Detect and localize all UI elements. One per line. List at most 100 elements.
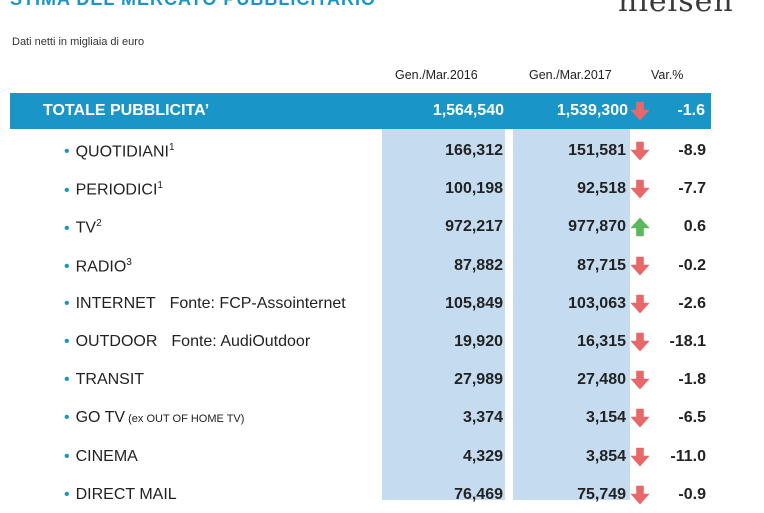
- value-2016: 27,989: [454, 371, 503, 389]
- nielsen-logo: nielsen: [618, 0, 734, 18]
- total-variation: -1.6: [677, 102, 705, 119]
- value-2017: 151,581: [568, 142, 626, 159]
- value-2017: 75,749: [577, 485, 626, 503]
- bullet-icon: •: [64, 257, 70, 275]
- table-row: • INTERNET Fonte: FCP-Assointernet 105,849 1…: [0, 284, 764, 322]
- column-2016-background: [382, 129, 505, 500]
- variation-percent: -18.1: [669, 333, 706, 350]
- total-value-2017: 1,539,300: [556, 102, 628, 119]
- table-row: • TV2 972,217 977,870 0.6: [0, 207, 764, 245]
- media-name: GO TV: [75, 409, 126, 427]
- value-2016: 76,469: [454, 485, 503, 503]
- arrow-down-icon: [630, 141, 650, 166]
- media-label: • TRANSIT: [64, 371, 144, 389]
- top-band: STIMA DEL MERCATO PUBBLICITARIO nielsen: [0, 0, 764, 18]
- report-title: STIMA DEL MERCATO PUBBLICITARIO: [10, 0, 376, 10]
- bullet-icon: •: [64, 447, 70, 465]
- footnote-marker: 1: [168, 142, 175, 153]
- table-row: • PERIODICI1 100,198 92,518 -7.7: [0, 169, 764, 207]
- media-label: • QUOTIDIANI1: [64, 142, 175, 161]
- footnote-marker: 3: [126, 256, 132, 268]
- variation-percent: -1.8: [678, 371, 706, 389]
- media-label: • INTERNET Fonte: FCP-Assointernet: [64, 295, 346, 313]
- media-name: DIRECT MAIL: [75, 485, 177, 503]
- value-2017: 27,480: [577, 371, 626, 389]
- arrow-down-icon: [630, 179, 650, 204]
- media-note: (ex OUT OF HOME TV): [128, 413, 245, 426]
- variation-percent: -0.2: [678, 256, 706, 274]
- variation-percent: 0.6: [683, 218, 706, 236]
- arrow-up-icon: [630, 217, 650, 242]
- value-2016: 4,329: [462, 447, 503, 465]
- media-name: OUTDOOR: [75, 333, 158, 350]
- arrow-down-icon: [630, 370, 650, 395]
- variation-percent: -2.6: [678, 294, 706, 312]
- bullet-icon: •: [64, 181, 70, 199]
- media-label: • RADIO3: [64, 257, 132, 276]
- bullet-icon: •: [64, 409, 70, 427]
- arrow-down-icon: [630, 332, 650, 357]
- arrow-down-icon: [630, 256, 650, 281]
- arrow-down-icon: [630, 101, 650, 126]
- variation-percent: -11.0: [670, 447, 706, 465]
- media-name: TV: [75, 219, 97, 237]
- media-label: • TV2: [64, 218, 102, 237]
- footnote-marker: 1: [157, 180, 163, 192]
- media-label: • CINEMA: [64, 448, 138, 466]
- bullet-icon: •: [64, 219, 70, 237]
- value-2016: 105,849: [445, 294, 503, 312]
- media-name: RADIO: [75, 257, 127, 275]
- arrow-down-icon: [630, 408, 650, 433]
- bullet-icon: •: [64, 294, 70, 312]
- value-2016: 87,882: [454, 256, 503, 274]
- value-2016: 166,312: [445, 142, 503, 159]
- table-row: • OUTDOOR Fonte: AudiOutdoor 19,920 16,315 -1…: [0, 322, 764, 360]
- table-row: • DIRECT MAIL 76,469 75,749 -0.9: [0, 475, 764, 513]
- bullet-icon: •: [64, 143, 70, 161]
- column-header-2017: Gen./Mar.2017: [529, 68, 612, 82]
- bullet-icon: •: [64, 485, 70, 503]
- column-header-variation: Var.%: [651, 68, 684, 82]
- bullet-icon: •: [64, 333, 70, 350]
- value-2017: 3,854: [585, 447, 626, 465]
- column-2017-background: [513, 129, 630, 500]
- data-source: Fonte: FCP-Assointernet: [169, 294, 346, 312]
- value-2017: 3,154: [585, 409, 626, 427]
- table-row: • RADIO3 87,882 87,715 -0.2: [0, 246, 764, 284]
- units-note: Dati netti in migliaia di euro: [12, 36, 145, 48]
- media-label: • PERIODICI1: [64, 180, 163, 199]
- value-2016: 3,374: [462, 409, 503, 427]
- value-2016: 972,217: [445, 218, 503, 236]
- value-2017: 977,870: [568, 218, 626, 236]
- media-label: • OUTDOOR Fonte: AudiOutdoor: [64, 333, 310, 351]
- media-name: TRANSIT: [75, 371, 145, 389]
- media-label: • DIRECT MAIL: [64, 486, 177, 504]
- value-2016: 19,920: [454, 333, 503, 350]
- value-2017: 87,715: [577, 256, 626, 274]
- media-name: INTERNET: [75, 294, 156, 312]
- table-row: • GO TV (ex OUT OF HOME TV) 3,374 3,154 -6.5: [0, 398, 764, 436]
- table-row: • QUOTIDIANI1 166,312 151,581 -8.9: [0, 131, 764, 169]
- variation-percent: -6.5: [678, 409, 706, 427]
- value-2016: 100,198: [445, 180, 503, 198]
- data-source: Fonte: AudiOutdoor: [171, 333, 311, 350]
- table-row: • CINEMA 4,329 3,854 -11.0: [0, 437, 764, 475]
- variation-percent: -0.9: [678, 485, 706, 503]
- media-name: CINEMA: [75, 447, 138, 465]
- total-value-2016: 1,564,540: [432, 102, 504, 119]
- media-name: PERIODICI: [75, 181, 158, 199]
- value-2017: 16,315: [577, 333, 626, 350]
- arrow-down-icon: [630, 447, 650, 472]
- variation-percent: -7.7: [678, 180, 706, 198]
- variation-percent: -8.9: [678, 142, 706, 159]
- bullet-icon: •: [64, 371, 70, 389]
- total-row: TOTALE PUBBLICITA’ 1,564,540 1,539,300 -…: [10, 93, 711, 129]
- arrow-down-icon: [630, 485, 650, 510]
- total-label: TOTALE PUBBLICITA’: [43, 102, 210, 119]
- media-label: • GO TV (ex OUT OF HOME TV): [64, 409, 244, 427]
- arrow-down-icon: [630, 294, 650, 319]
- media-name: QUOTIDIANI: [75, 143, 169, 161]
- value-2017: 92,518: [577, 180, 626, 198]
- footnote-marker: 2: [96, 218, 102, 230]
- value-2017: 103,063: [568, 294, 626, 312]
